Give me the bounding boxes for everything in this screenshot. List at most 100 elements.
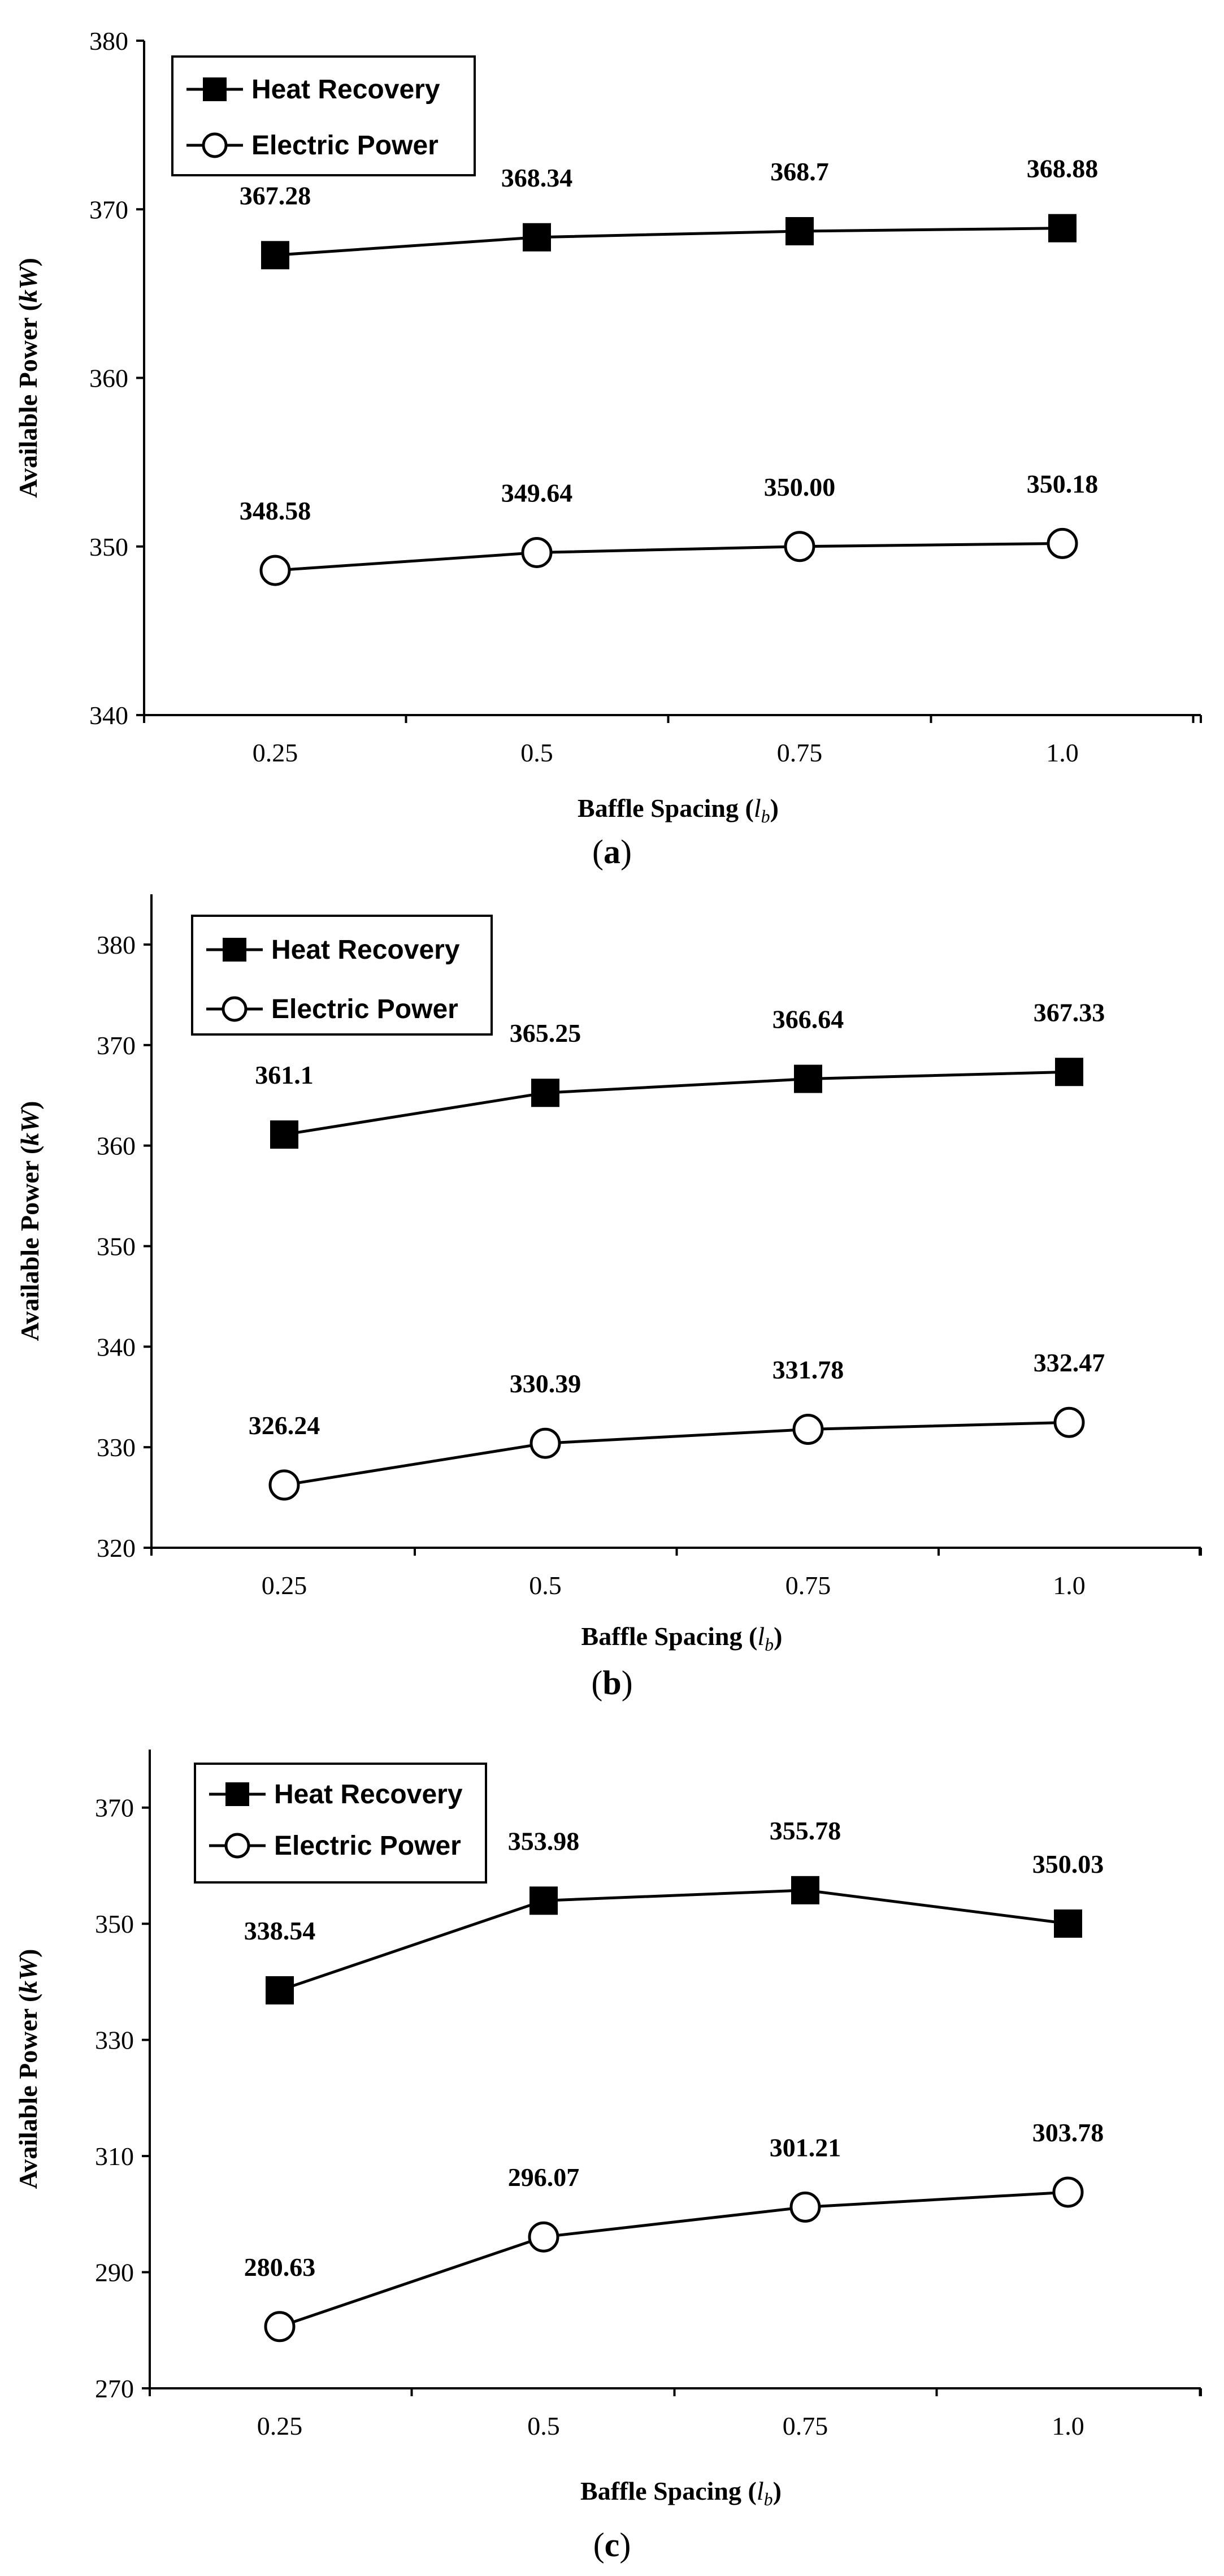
electric-power-point bbox=[789, 2191, 821, 2223]
data-label: 355.78 bbox=[770, 1816, 841, 1845]
heat-recovery-point bbox=[270, 1120, 298, 1149]
data-label: 338.54 bbox=[244, 1916, 316, 1945]
heat-recovery-point bbox=[1055, 1058, 1083, 1086]
series-line-electric-power bbox=[279, 2190, 1069, 2328]
data-label: 365.25 bbox=[510, 1019, 581, 1047]
x-tick-label: 0.25 bbox=[257, 2412, 303, 2440]
data-label: 368.34 bbox=[501, 163, 573, 192]
data-label: 350.03 bbox=[1032, 1850, 1104, 1878]
electric-power-point bbox=[1047, 527, 1078, 559]
y-tick-label: 290 bbox=[95, 2258, 134, 2287]
heat-recovery-point bbox=[531, 1079, 559, 1107]
legend-marker-heat-recovery bbox=[203, 77, 227, 101]
data-label: 301.21 bbox=[770, 2133, 841, 2162]
data-label: 331.78 bbox=[772, 1355, 844, 1384]
legend-label-heat-recovery: Heat Recovery bbox=[251, 75, 440, 105]
y-tick-label: 370 bbox=[95, 1794, 134, 1822]
y-tick-label: 330 bbox=[97, 1433, 136, 1462]
heat-recovery-point bbox=[1054, 1909, 1082, 1938]
y-tick-label: 320 bbox=[97, 1534, 136, 1562]
data-label: 353.98 bbox=[508, 1826, 580, 1855]
panel-label: (b) bbox=[591, 1664, 632, 1702]
y-axis-title: Available Power (kW) bbox=[15, 1101, 44, 1341]
data-label: 350.18 bbox=[1027, 469, 1099, 498]
y-tick-label: 340 bbox=[97, 1332, 136, 1361]
y-tick-label: 330 bbox=[95, 2026, 134, 2055]
x-tick-label: 0.5 bbox=[527, 2412, 560, 2440]
data-label: 366.64 bbox=[772, 1005, 844, 1034]
legend-box bbox=[191, 915, 493, 1036]
data-label: 296.07 bbox=[508, 2163, 580, 2192]
x-tick-label: 0.75 bbox=[777, 738, 823, 767]
data-label: 280.63 bbox=[244, 2253, 316, 2281]
data-label: 367.28 bbox=[240, 181, 311, 210]
electric-power-point bbox=[529, 1427, 561, 1459]
chart-panel-c: 270 290 310 330 350 370 0.25 0.5 0.75 1.0 Baffle S… bbox=[14, 1750, 1202, 2564]
y-tick-label: 350 bbox=[89, 532, 128, 561]
data-label: 368.7 bbox=[770, 157, 829, 186]
x-tick-label: 0.25 bbox=[253, 738, 298, 767]
y-tick-label: 380 bbox=[97, 930, 136, 959]
legend-label-electric-power: Electric Power bbox=[251, 131, 439, 161]
electric-power-point bbox=[1052, 2176, 1084, 2208]
y-tick-label: 370 bbox=[89, 195, 128, 224]
electric-power-point bbox=[528, 2221, 559, 2253]
chart-panel-b: 320 330 340 350 360 370 380 0.25 0.5 0.75 1.0 Baffl… bbox=[15, 894, 1202, 1702]
data-label: 303.78 bbox=[1032, 2118, 1104, 2147]
y-tick-label: 270 bbox=[95, 2374, 134, 2403]
data-label: 330.39 bbox=[510, 1369, 581, 1398]
y-tick-label: 350 bbox=[97, 1232, 136, 1261]
electric-power-point bbox=[268, 1469, 300, 1501]
heat-recovery-point bbox=[1048, 214, 1077, 243]
heat-recovery-point bbox=[266, 1976, 294, 2004]
series-line-heat-recovery bbox=[284, 1070, 1070, 1136]
x-tick-label: 1.0 bbox=[1046, 738, 1079, 767]
legend-label-electric-power: Electric Power bbox=[274, 1831, 461, 1861]
series-line-electric-power bbox=[284, 1421, 1070, 1487]
legend-marker-electric-power bbox=[202, 132, 228, 158]
chart-panel-a: 340 350 360 370 380 0.25 0.5 0.75 1.0 Baffle Spac… bbox=[14, 27, 1202, 871]
data-label: 348.58 bbox=[240, 496, 311, 525]
data-label: 367.33 bbox=[1034, 998, 1105, 1027]
y-tick-label: 360 bbox=[89, 364, 128, 393]
x-tick-label: 0.75 bbox=[783, 2412, 828, 2440]
electric-power-point bbox=[521, 536, 553, 568]
data-label: 368.88 bbox=[1027, 154, 1099, 183]
x-tick-label: 0.5 bbox=[529, 1571, 562, 1600]
x-axis-title: Baffle Spacing (lb) bbox=[581, 1622, 783, 1655]
electric-power-point bbox=[784, 531, 815, 562]
legend-label-heat-recovery: Heat Recovery bbox=[271, 935, 460, 965]
y-tick-label: 340 bbox=[89, 701, 128, 730]
data-label: 361.1 bbox=[255, 1060, 314, 1089]
series-line-electric-power bbox=[275, 542, 1063, 572]
data-label: 350.00 bbox=[764, 473, 836, 501]
y-axis-title: Available Power (kW) bbox=[14, 1949, 42, 2189]
y-tick-label: 350 bbox=[95, 1910, 134, 1938]
legend-box bbox=[171, 55, 476, 176]
heat-recovery-point bbox=[794, 1064, 822, 1093]
heat-recovery-point bbox=[261, 241, 289, 270]
legend-marker-heat-recovery bbox=[225, 1782, 249, 1806]
x-axis-title: Baffle Spacing (lb) bbox=[578, 794, 779, 826]
data-label: 332.47 bbox=[1034, 1348, 1105, 1377]
x-tick-label: 0.25 bbox=[262, 1571, 307, 1600]
data-label: 349.64 bbox=[501, 478, 573, 507]
electric-power-point bbox=[792, 1413, 824, 1445]
y-axis-title: Available Power (kW) bbox=[14, 258, 42, 498]
x-tick-label: 1.0 bbox=[1053, 1571, 1086, 1600]
y-tick-label: 360 bbox=[97, 1132, 136, 1161]
x-tick-label: 0.75 bbox=[785, 1571, 831, 1600]
legend-marker-electric-power bbox=[222, 996, 248, 1022]
legend-marker-electric-power bbox=[224, 1833, 250, 1859]
y-tick-label: 370 bbox=[97, 1031, 136, 1060]
legend-label-heat-recovery: Heat Recovery bbox=[274, 1780, 463, 1809]
electric-power-point bbox=[264, 2311, 296, 2343]
heat-recovery-point bbox=[529, 1886, 558, 1915]
legend-label-electric-power: Electric Power bbox=[271, 994, 458, 1024]
series-line-heat-recovery bbox=[279, 1889, 1069, 1992]
electric-power-point bbox=[1053, 1406, 1085, 1438]
data-label: 326.24 bbox=[249, 1411, 320, 1440]
heat-recovery-point bbox=[785, 217, 814, 246]
legend-marker-heat-recovery bbox=[223, 938, 246, 962]
panel-label: (a) bbox=[592, 833, 632, 871]
